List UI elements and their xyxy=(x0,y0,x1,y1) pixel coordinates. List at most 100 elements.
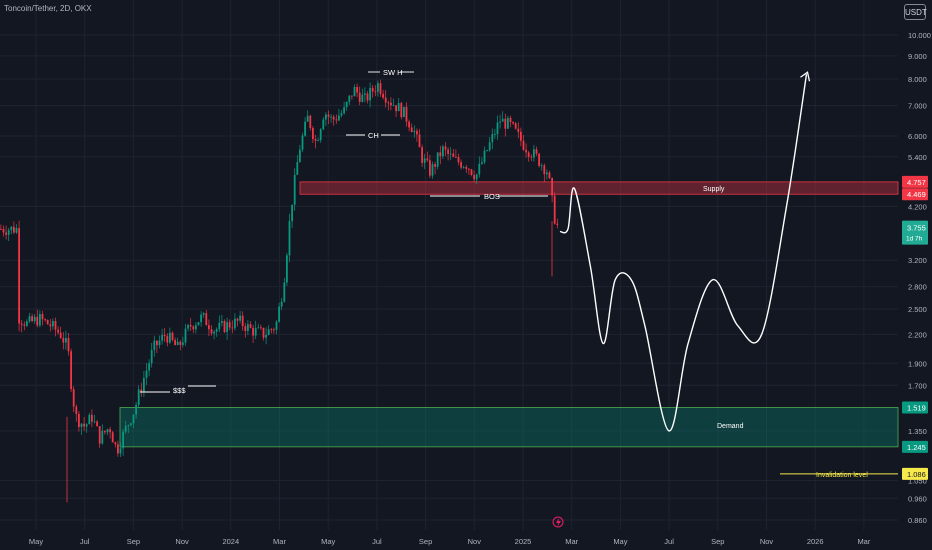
liquidity-label: $$$ xyxy=(173,386,186,395)
symbol-title[interactable]: Toncoin/Tether, 2D, OKX xyxy=(4,4,92,13)
candle-body xyxy=(101,430,104,444)
candle-body xyxy=(239,315,241,321)
x-tick-label: May xyxy=(613,537,627,546)
candle-body xyxy=(15,228,18,233)
y-tick-label: 0.860 xyxy=(908,516,927,525)
grid xyxy=(0,0,898,530)
candle-body xyxy=(234,318,236,329)
candle-body xyxy=(481,162,483,164)
candle-body xyxy=(434,164,436,167)
level-badge-demand_bottom xyxy=(902,440,928,453)
candle-body xyxy=(150,350,153,364)
candle-body xyxy=(280,301,283,307)
x-tick-label: 2025 xyxy=(515,537,532,546)
candle-body xyxy=(314,138,317,141)
candle-body xyxy=(546,172,548,175)
x-tick-label: 2026 xyxy=(807,537,824,546)
candle-body xyxy=(223,321,226,333)
candle-body xyxy=(13,226,15,233)
candle-body xyxy=(265,334,267,338)
candle-body xyxy=(527,152,530,157)
candle-body xyxy=(405,106,408,122)
currency-button[interactable]: USDT xyxy=(904,4,927,20)
candle-body xyxy=(57,329,59,333)
candle-body xyxy=(340,113,343,116)
candle-body xyxy=(423,158,426,163)
candle-body xyxy=(208,325,210,330)
candle-body xyxy=(104,430,106,433)
candle-body xyxy=(556,223,559,225)
candle-body xyxy=(205,313,208,326)
candle-body xyxy=(486,150,488,152)
candle-body xyxy=(275,321,278,330)
candle-body xyxy=(400,103,403,118)
candle-body xyxy=(44,319,46,321)
y-tick-label: 1.350 xyxy=(908,427,927,436)
candle-body xyxy=(197,322,200,326)
candle-body xyxy=(93,421,96,423)
supply-zone xyxy=(299,181,899,195)
candle-body xyxy=(26,321,28,326)
candle-body xyxy=(236,318,239,321)
last-price-label: 3.755 xyxy=(907,224,926,233)
candle-body xyxy=(122,431,124,449)
candle-body xyxy=(374,91,377,93)
candle-body xyxy=(358,92,361,102)
candle-body xyxy=(226,322,228,333)
candle-body xyxy=(535,149,538,154)
candle-body xyxy=(501,118,504,122)
level-badge-label-supply_top: 4.757 xyxy=(907,178,926,187)
candle-body xyxy=(252,327,254,336)
level-badge-label-demand_top: 1.519 xyxy=(907,404,926,413)
level-badge-supply_bottom xyxy=(902,188,928,201)
candle-body xyxy=(83,423,85,427)
candle-body xyxy=(176,341,179,346)
x-tick-label: Mar xyxy=(565,537,578,546)
candle-body xyxy=(421,147,423,163)
candle-body xyxy=(395,105,397,112)
candle-body xyxy=(78,413,80,427)
candle-body xyxy=(382,93,384,98)
candle-body xyxy=(33,316,36,322)
candle-body xyxy=(91,414,93,422)
candle-body xyxy=(59,332,62,338)
candle-body xyxy=(72,389,75,407)
level-badge-label-invalidation: 1.086 xyxy=(907,470,926,479)
invalidation-label: Invalidation level xyxy=(816,472,868,479)
candle-body xyxy=(397,103,400,112)
candle-body xyxy=(533,149,535,158)
candle-body xyxy=(179,341,182,345)
candle-body xyxy=(213,331,215,334)
candle-body xyxy=(267,329,270,335)
candle-body xyxy=(148,363,150,371)
y-tick-label: 2.200 xyxy=(908,330,927,339)
candle-body xyxy=(488,142,491,151)
candle-body xyxy=(538,153,540,166)
candle-body xyxy=(410,127,413,133)
candle-body xyxy=(478,163,481,175)
candle-body xyxy=(0,228,2,230)
lightning-glyph xyxy=(556,518,561,527)
candle-body xyxy=(473,174,475,180)
candle-body xyxy=(249,324,252,328)
y-tick-label: 0.960 xyxy=(908,494,927,503)
candle-body xyxy=(52,320,54,327)
candle-body xyxy=(392,105,395,107)
candle-body xyxy=(553,195,556,224)
candle-body xyxy=(293,174,296,205)
candle-body xyxy=(166,336,169,343)
candle-body xyxy=(244,326,247,331)
candle-body xyxy=(273,329,275,331)
candle-body xyxy=(283,282,286,302)
candle-body xyxy=(525,149,527,153)
x-tick-label: Nov xyxy=(760,537,774,546)
candle-body xyxy=(70,351,72,390)
bos-label: BOS xyxy=(484,192,500,201)
candle-body xyxy=(327,114,330,117)
y-tick-label: 5.400 xyxy=(908,153,927,162)
candle-body xyxy=(88,414,91,425)
candle-body xyxy=(306,115,309,122)
candle-body xyxy=(187,325,189,329)
candle-body xyxy=(119,448,122,454)
